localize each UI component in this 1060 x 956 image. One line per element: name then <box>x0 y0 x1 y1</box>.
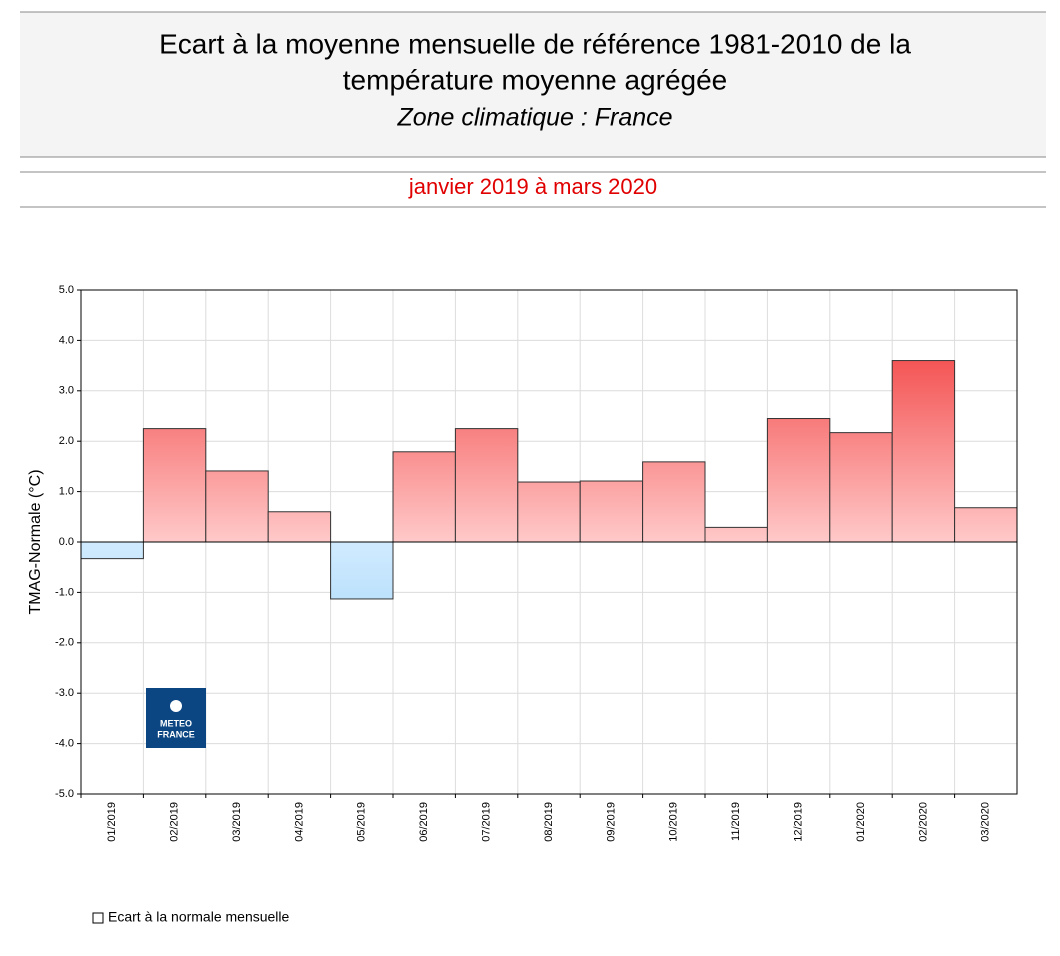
logo: METEO FRANCE <box>146 688 206 748</box>
x-tick-label: 03/2019 <box>231 802 243 842</box>
plot-frame <box>80 289 1018 795</box>
period: janvier 2019 à mars 2020 <box>408 174 657 199</box>
bar <box>642 461 706 543</box>
x-tick-label: 10/2019 <box>668 802 680 842</box>
y-tick-label: 2.0 <box>59 435 74 447</box>
bar <box>829 432 893 543</box>
x-tick-label: 02/2020 <box>917 802 929 842</box>
title-line: température moyenne agrégée <box>343 64 727 95</box>
x-tick-label: 08/2019 <box>543 802 555 842</box>
y-tick-label: -4.0 <box>55 738 74 750</box>
y-tick-label: 0.0 <box>59 536 74 548</box>
title-line: Ecart à la moyenne mensuelle de référenc… <box>159 28 911 59</box>
y-tick-label: 5.0 <box>59 284 74 296</box>
y-tick-label: 3.0 <box>59 385 74 397</box>
y-axis-label: TMAG-Normale (°C) <box>27 469 44 614</box>
bar <box>704 526 768 543</box>
x-tick-label: 03/2020 <box>980 802 992 842</box>
x-tick-label: 07/2019 <box>481 802 493 842</box>
bar <box>205 470 269 543</box>
bar <box>579 480 644 543</box>
subtitle: Zone climatique : France <box>396 104 672 132</box>
y-tick-label: -3.0 <box>55 687 74 699</box>
x-tick-label: 06/2019 <box>418 802 430 842</box>
bar <box>80 541 144 560</box>
x-tick-label: 01/2020 <box>855 802 867 842</box>
bar <box>454 428 519 543</box>
legend-swatch <box>92 912 104 924</box>
y-tick-label: -1.0 <box>55 586 74 598</box>
y-tick-label: -2.0 <box>55 637 74 649</box>
x-tick-label: 11/2019 <box>730 802 742 841</box>
bar <box>142 428 207 543</box>
bar <box>330 541 394 600</box>
logo-text: FRANCE <box>157 729 195 739</box>
y-tick-label: 4.0 <box>59 334 74 346</box>
bar <box>891 360 956 543</box>
y-tick-label: 1.0 <box>59 486 74 498</box>
bar <box>392 451 456 543</box>
x-tick-label: 01/2019 <box>106 802 118 842</box>
logo-icon <box>170 700 182 712</box>
legend-label: Ecart à la normale mensuelle <box>108 909 290 925</box>
x-tick-label: 05/2019 <box>356 802 368 842</box>
x-tick-label: 02/2019 <box>169 802 181 842</box>
bar <box>267 511 332 543</box>
x-tick-label: 04/2019 <box>293 802 305 842</box>
logo-text: METEO <box>160 718 192 728</box>
logo-box <box>146 688 206 748</box>
header-box <box>20 12 1046 157</box>
x-tick-label: 09/2019 <box>605 802 617 842</box>
x-tick-label: 12/2019 <box>793 802 805 842</box>
bar <box>954 507 1018 543</box>
bar <box>766 418 831 543</box>
bar <box>517 481 581 543</box>
y-tick-label: -5.0 <box>55 788 74 800</box>
